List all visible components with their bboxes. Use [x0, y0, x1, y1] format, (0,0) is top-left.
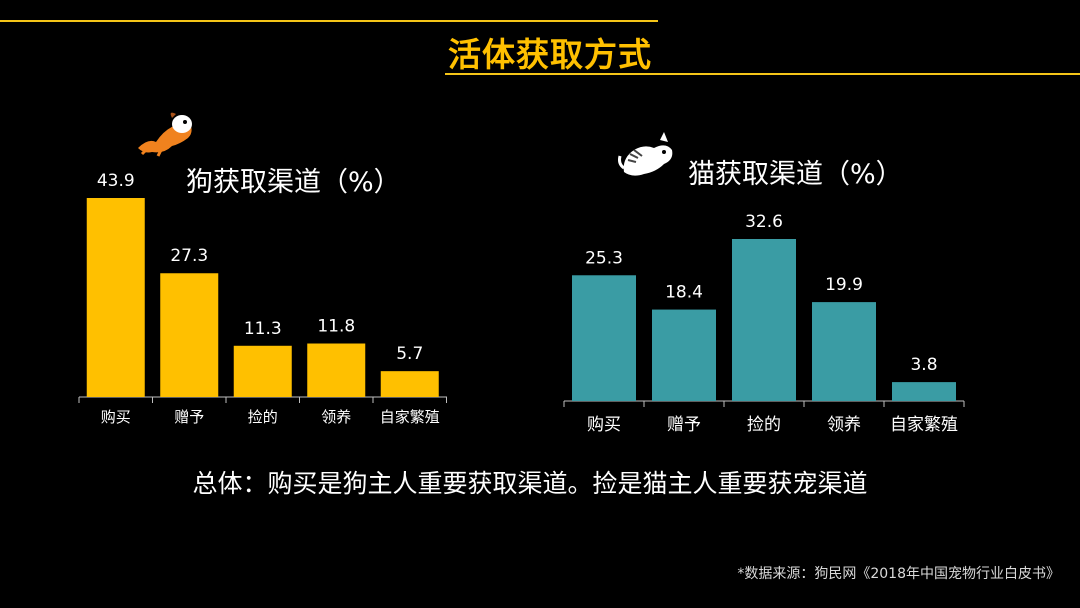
dog-category-label-4: 自家繁殖: [380, 408, 440, 426]
cat-category-label-4: 自家繁殖: [890, 415, 958, 435]
cat-bar-0: [572, 275, 636, 401]
cat-chart-title: 猫获取渠道（%）: [688, 159, 903, 190]
cat-bar-3: [812, 302, 876, 401]
dog-category-label-3: 领养: [321, 408, 351, 426]
dog-category-label-1: 赠予: [174, 408, 204, 426]
cat-data-label-1: 18.4: [665, 283, 703, 303]
cat-category-label-1: 赠予: [667, 415, 701, 435]
cat-category-label-3: 领养: [827, 415, 861, 435]
dog-category-label-2: 捡的: [248, 408, 278, 426]
cat-data-label-2: 32.6: [745, 212, 783, 232]
cat-data-label-0: 25.3: [585, 248, 623, 268]
page-title: 活体获取方式: [448, 35, 652, 74]
cat-bar-2: [732, 239, 796, 401]
dog-bar-3: [307, 343, 366, 397]
source-note: *数据来源：狗民网《2018年中国宠物行业白皮书》: [737, 566, 1060, 582]
cat-data-label-3: 19.9: [825, 275, 863, 295]
top-decor-line: [0, 20, 658, 22]
cat-mascot-icon: [618, 132, 673, 176]
dog-chart-title: 狗获取渠道（%）: [186, 167, 401, 198]
title-underline: [445, 73, 1080, 75]
dog-data-label-1: 27.3: [170, 246, 208, 266]
cat-bar-4: [892, 382, 956, 401]
dog-bar-2: [233, 345, 292, 397]
dog-bar-1: [160, 273, 219, 397]
dog-bar-4: [380, 371, 439, 397]
dog-category-label-0: 购买: [101, 408, 131, 426]
cat-category-label-2: 捡的: [747, 415, 781, 435]
cat-bar-1: [652, 309, 716, 401]
summary-text: 总体：购买是狗主人重要获取渠道。捡是猫主人重要获宠渠道: [192, 469, 868, 498]
dog-data-label-3: 11.8: [317, 317, 355, 337]
cat-data-label-4: 3.8: [910, 355, 937, 375]
dog-mascot-icon: [138, 112, 192, 157]
dog-data-label-4: 5.7: [396, 344, 423, 364]
dog-data-label-2: 11.3: [244, 319, 282, 339]
dog-data-label-0: 43.9: [97, 171, 135, 191]
cat-category-label-0: 购买: [587, 415, 621, 435]
dog-bar-0: [86, 198, 145, 397]
